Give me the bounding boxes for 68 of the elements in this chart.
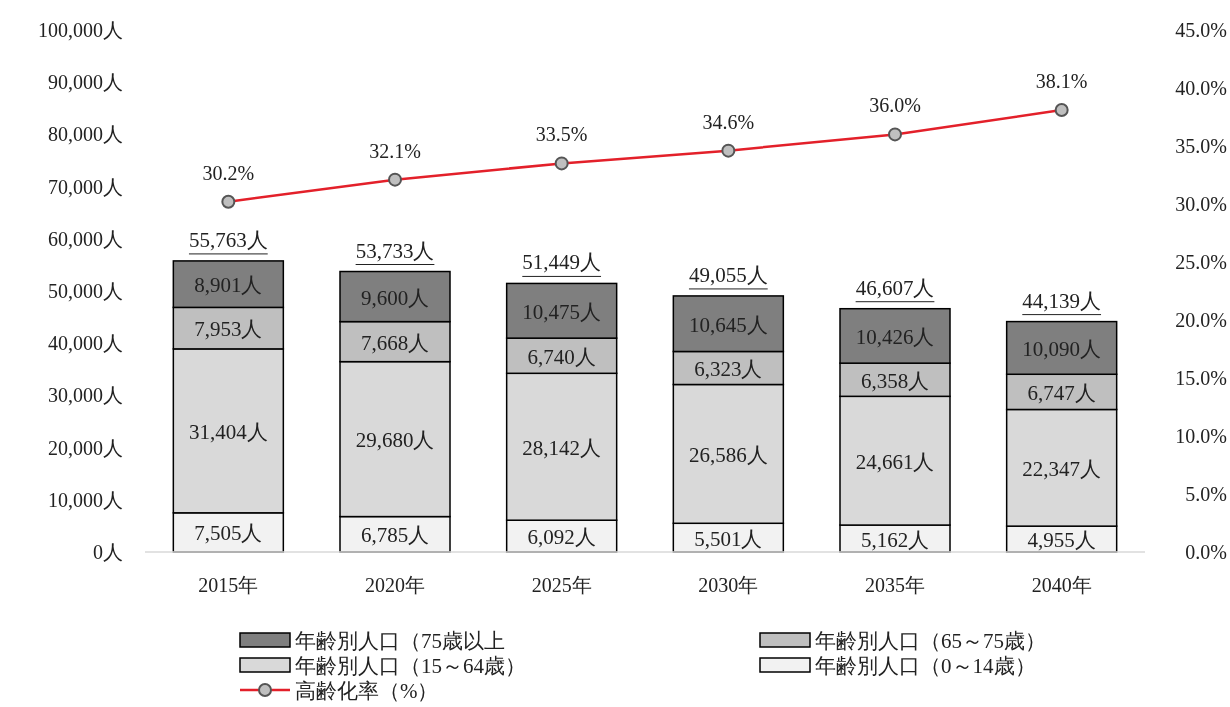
legend-label: 年齢別人口（65～75歳） — [815, 629, 1046, 653]
y2-tick-label: 10.0% — [1175, 425, 1227, 447]
legend-label: 高齢化率（%） — [295, 679, 439, 703]
data-label: 10,645人 — [688, 312, 768, 337]
data-label: 6,323人 — [694, 357, 763, 381]
y-tick-label: 100,000人 — [38, 19, 123, 41]
data-label: 6,740人 — [527, 344, 596, 369]
data-label: 36.0% — [869, 94, 921, 117]
y2-tick-label: 20.0% — [1175, 309, 1227, 331]
y2-tick-label: 0.0% — [1185, 541, 1227, 563]
data-label: 6,747人 — [1027, 380, 1096, 405]
data-label: 10,090人 — [1022, 336, 1102, 361]
data-label: 6,358人 — [860, 368, 930, 393]
y-tick-label: 90,000人 — [48, 71, 123, 94]
legend-label: 年齢別人口（75歳以上 — [295, 629, 505, 653]
legend-label: 年齢別人口（15～64歳） — [295, 654, 526, 678]
y-tick-label: 10,000人 — [48, 488, 123, 511]
y2-tick-label: 30.0% — [1175, 193, 1227, 215]
data-label: 7,953人 — [194, 317, 263, 342]
total-label: 44,139人 — [1022, 288, 1102, 313]
y2-tick-label: 40.0% — [1175, 77, 1227, 99]
data-label: 8,901人 — [194, 273, 263, 298]
data-label: 26,586人 — [688, 442, 768, 467]
y-tick-label: 70,000人 — [48, 175, 123, 198]
y-tick-label: 50,000人 — [48, 280, 123, 302]
y2-tick-label: 35.0% — [1175, 135, 1227, 157]
y-tick-label: 40,000人 — [48, 332, 123, 355]
legend-label: 年齢別人口（0～14歳） — [815, 654, 1036, 678]
y-tick-label: 20,000人 — [48, 436, 123, 459]
data-label: 10,475人 — [522, 299, 602, 324]
total-label: 53,733人 — [355, 238, 435, 263]
x-tick-label: 2020年 — [365, 574, 425, 596]
y-tick-label: 30,000人 — [48, 384, 123, 407]
data-label: 29,680人 — [355, 428, 435, 453]
data-label: 10,426人 — [855, 324, 935, 349]
data-label: 31,404人 — [188, 419, 268, 444]
x-tick-label: 2030年 — [698, 574, 759, 596]
total-label: 49,055人 — [688, 262, 768, 287]
y-tick-label: 60,000人 — [48, 227, 123, 250]
y-tick-label: 0人 — [93, 541, 123, 563]
y-tick-label: 80,000人 — [48, 123, 123, 146]
x-tick-label: 2025年 — [531, 574, 592, 596]
data-label: 5,501人 — [694, 526, 763, 551]
data-label: 7,505人 — [194, 521, 263, 546]
data-label: 5,162人 — [860, 527, 930, 552]
total-label: 46,607人 — [855, 275, 935, 300]
data-label: 9,600人 — [360, 285, 430, 310]
data-label: 30.2% — [202, 161, 255, 184]
x-tick-label: 2035年 — [865, 574, 925, 596]
data-label: 38.1% — [1035, 70, 1088, 93]
y2-tick-label: 15.0% — [1175, 367, 1227, 389]
data-label: 6,785人 — [360, 523, 430, 548]
data-label: 28,142人 — [522, 435, 602, 460]
x-tick-label: 2040年 — [1031, 574, 1092, 596]
y2-tick-label: 5.0% — [1185, 483, 1227, 505]
total-label: 55,763人 — [188, 227, 268, 252]
total-label: 51,449人 — [522, 250, 602, 275]
data-label: 22,347人 — [1022, 456, 1102, 481]
y2-tick-label: 45.0% — [1175, 19, 1227, 41]
data-label: 4,955人 — [1027, 528, 1096, 553]
data-label: 7,668人 — [360, 330, 430, 355]
data-label: 34.6% — [702, 110, 755, 133]
data-label: 24,661人 — [855, 449, 935, 474]
data-label: 6,092人 — [527, 525, 596, 550]
y2-tick-label: 25.0% — [1175, 251, 1227, 273]
x-tick-label: 2015年 — [198, 574, 259, 596]
data-label: 32.1% — [369, 139, 421, 162]
data-label: 33.5% — [535, 123, 588, 146]
